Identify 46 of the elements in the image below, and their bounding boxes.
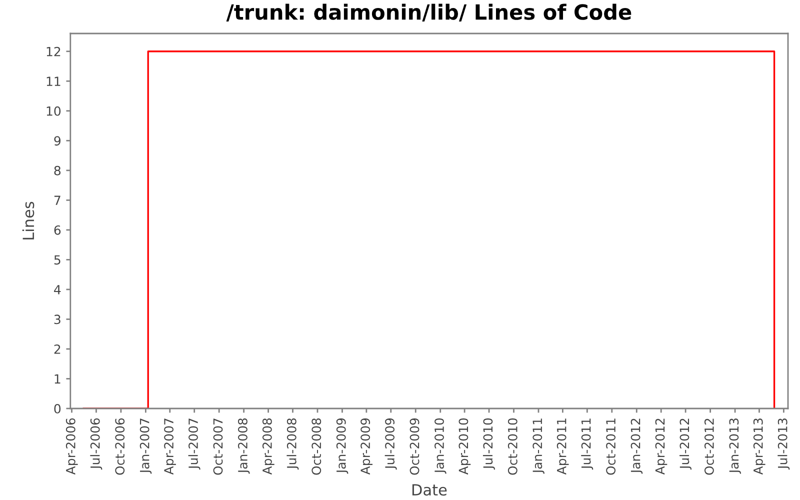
x-tick-label: Jan-2009 bbox=[336, 418, 348, 474]
x-tick-label: Jul-2006 bbox=[90, 418, 102, 470]
x-tick-label: Jan-2007 bbox=[140, 418, 152, 474]
y-tick-label: 8 bbox=[54, 166, 61, 176]
x-tick-label: Oct-2012 bbox=[704, 418, 714, 475]
y-tick-label: 12 bbox=[46, 46, 60, 56]
y-tick-label: 7 bbox=[54, 196, 60, 205]
x-tick-label: Apr-2011 bbox=[556, 418, 569, 475]
y-tick-label: 5 bbox=[54, 255, 60, 265]
y-tick-label: 0 bbox=[54, 404, 61, 414]
y-tick-label: 11 bbox=[46, 76, 60, 86]
x-tick-label: Apr-2006 bbox=[66, 418, 78, 475]
y-tick-label: 2 bbox=[54, 344, 60, 354]
x-tick-label: Oct-2006 bbox=[115, 418, 125, 475]
y-axis-title: Lines bbox=[22, 202, 34, 240]
x-tick-label: Oct-2009 bbox=[410, 418, 420, 475]
y-tick-label: 4 bbox=[54, 285, 61, 294]
x-tick-label: Apr-2012 bbox=[655, 418, 668, 475]
x-tick-label: Jul-2012 bbox=[680, 418, 692, 470]
x-tick-label: Apr-2009 bbox=[360, 418, 372, 475]
x-tick-label: Jan-2012 bbox=[630, 418, 643, 474]
x-tick-label: Jul-2013 bbox=[778, 418, 790, 470]
x-tick-label: Oct-2007 bbox=[213, 418, 223, 475]
x-tick-label: Apr-2010 bbox=[458, 418, 471, 475]
x-tick-label: Apr-2013 bbox=[753, 418, 766, 475]
x-tick-label: Oct-2010 bbox=[508, 418, 518, 475]
y-tick-label: 6 bbox=[54, 225, 61, 235]
y-tick-label: 9 bbox=[54, 136, 60, 146]
x-tick-label: Jul-2010 bbox=[482, 418, 495, 470]
y-tick-label: 10 bbox=[46, 106, 61, 116]
x-tick-label: Jul-2009 bbox=[384, 418, 397, 470]
x-tick-label: Jan-2010 bbox=[434, 418, 446, 474]
y-tick-label: 3 bbox=[54, 314, 60, 324]
x-tick-label: Jan-2013 bbox=[729, 418, 741, 474]
x-axis-title: Date bbox=[412, 484, 447, 496]
x-tick-label: Jul-2007 bbox=[188, 418, 200, 470]
x-tick-label: Jan-2008 bbox=[238, 418, 250, 474]
x-tick-label: Jul-2008 bbox=[286, 418, 299, 470]
y-tick-label: 1 bbox=[54, 374, 60, 384]
x-tick-label: Jul-2011 bbox=[581, 418, 594, 470]
x-tick-label: Oct-2011 bbox=[606, 418, 616, 475]
x-tick-label: Apr-2007 bbox=[164, 418, 176, 475]
x-tick-label: Jan-2011 bbox=[532, 418, 544, 474]
x-tick-label: Oct-2008 bbox=[312, 418, 322, 475]
x-tick-label: Apr-2008 bbox=[262, 418, 274, 475]
chart-title: /trunk: daimonin/lib/ Lines of Code bbox=[226, 4, 632, 22]
